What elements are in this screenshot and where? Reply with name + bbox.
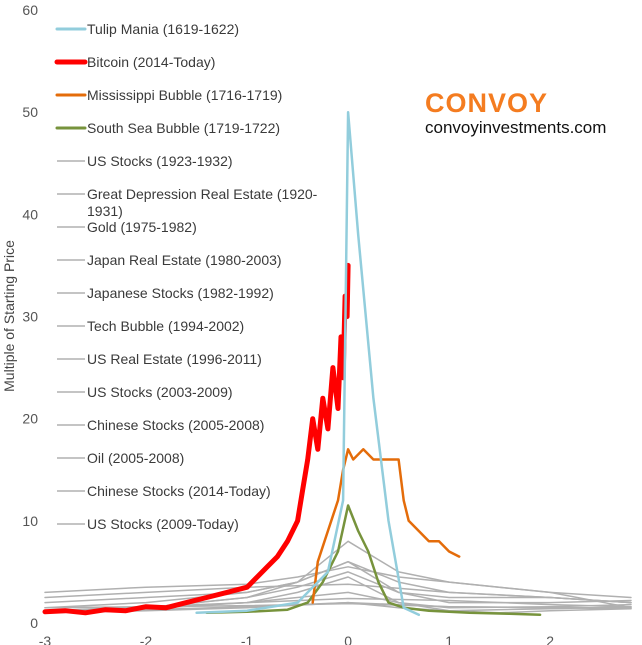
legend-label-oil-2005-2008: Oil (2005-2008) (87, 450, 184, 466)
legend-label-chinese-stocks-2005-2008: Chinese Stocks (2005-2008) (87, 417, 264, 433)
y-tick-label: 10 (22, 513, 38, 529)
legend-label-tulip-mania-1619-1622: Tulip Mania (1619-1622) (87, 21, 239, 37)
x-tick-label: -1 (241, 633, 254, 645)
legend-label-tech-bubble-1994-2002: Tech Bubble (1994-2002) (87, 318, 244, 334)
y-tick-label: 40 (22, 206, 38, 222)
y-tick-label: 20 (22, 411, 38, 427)
legend-label-great-depression-real-estate-1920-1931: Great Depression Real Estate (1920-1931) (87, 186, 318, 219)
brand-background (416, 83, 626, 141)
series-lines (42, 110, 632, 617)
series-line-us-stocks-1923-1932 (44, 576, 632, 614)
legend-label-mississippi-bubble-1716-1719: Mississippi Bubble (1716-1719) (87, 87, 282, 103)
brand-name: CONVOY (425, 88, 548, 118)
x-tick-label: 1 (445, 633, 453, 645)
axes: 0 10 20 30 40 50 60 -3 -2 -1 0 1 2 (22, 2, 554, 645)
y-axis-label: Multiple of Starting Price (1, 240, 17, 392)
brand-watermark: CONVOY convoyinvestments.com (416, 83, 626, 141)
series-line-bitcoin-2014-today (42, 262, 351, 616)
legend-label-gold-1975-1982: Gold (1975-1982) (87, 219, 197, 235)
legend-label-us-stocks-1923-1932: US Stocks (1923-1932) (87, 153, 233, 169)
series-line-south-sea-bubble-1719-1722 (205, 504, 542, 617)
x-tick-label: 2 (546, 633, 554, 645)
legend: Tulip Mania (1619-1622) Bitcoin (2014-Tod… (54, 21, 318, 532)
y-tick-label: 50 (22, 104, 38, 120)
legend-label-japanese-stocks-1982-1992: Japanese Stocks (1982-1992) (87, 285, 274, 301)
x-tick-label: -2 (140, 633, 153, 645)
brand-website: convoyinvestments.com (425, 118, 606, 137)
legend-label-bitcoin-2014-today: Bitcoin (2014-Today) (87, 54, 215, 70)
series-line-mississippi-bubble-1716-1719 (311, 448, 461, 604)
legend-label-us-real-estate-1996-2011: US Real Estate (1996-2011) (87, 351, 262, 367)
legend-label-japan-real-estate-1980-2003: Japan Real Estate (1980-2003) (87, 252, 282, 268)
y-tick-label: 60 (22, 2, 38, 18)
series-line-tulip-mania-1619-1622 (195, 110, 421, 617)
legend-label-us-stocks-2003-2009: US Stocks (2003-2009) (87, 384, 233, 400)
legend-label-chinese-stocks-2014-today: Chinese Stocks (2014-Today) (87, 483, 271, 499)
series-line-chinese-stocks-2014-today (44, 566, 632, 609)
legend-label-us-stocks-2009-today: US Stocks (2009-Today) (87, 516, 239, 532)
y-tick-label: 30 (22, 309, 38, 325)
x-tick-label: -3 (39, 633, 52, 645)
y-tick-label: 0 (30, 615, 38, 631)
x-tick-label: 0 (344, 633, 352, 645)
series-line-gold-1975-1982 (44, 540, 632, 604)
legend-label-south-sea-bubble-1719-1722: South Sea Bubble (1719-1722) (87, 120, 280, 136)
